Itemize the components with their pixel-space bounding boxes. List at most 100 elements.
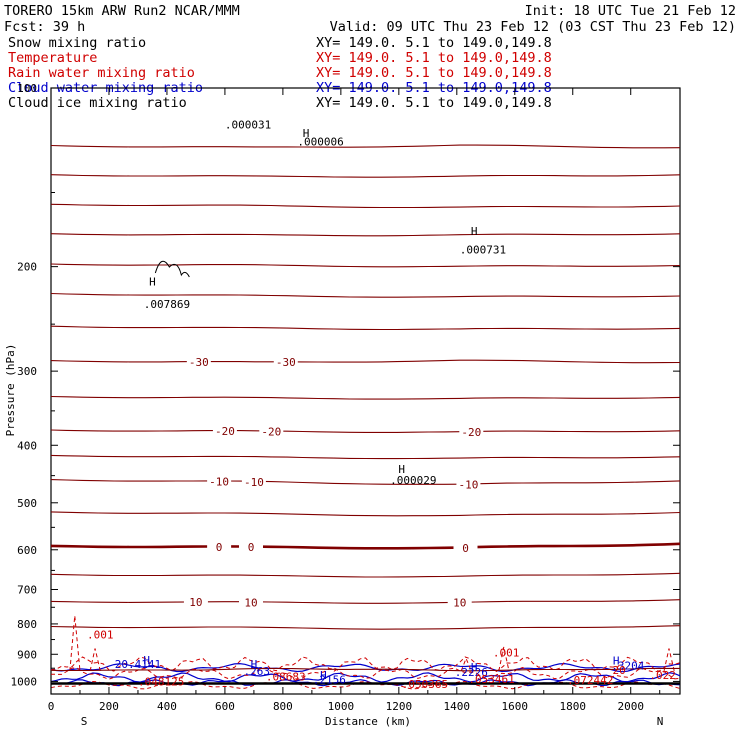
isotherm-label: -30	[276, 356, 296, 369]
isotherm	[50, 511, 681, 517]
isotherm-label: 10	[244, 596, 257, 609]
isotherm-label: 0	[462, 542, 469, 555]
isotherm-label-bg	[259, 425, 284, 437]
contour-annotation: 20.4141	[115, 658, 161, 671]
y-tick-label: 300	[17, 365, 37, 378]
isotherm-label: -10	[209, 475, 229, 488]
cloud-water-contour	[50, 672, 681, 683]
contour-annotation: H	[320, 669, 327, 682]
contour-annotation: .3204	[611, 660, 644, 673]
isotherm	[50, 325, 681, 331]
isotherm-labelled	[50, 429, 681, 433]
x-axis-label: Distance (km)	[325, 715, 411, 728]
contour-annotation: .022	[649, 669, 676, 682]
contour-annotation: .2156	[313, 673, 346, 686]
y-axis-label: Pressure (hPa)	[4, 344, 17, 437]
isotherm-label-bg	[183, 596, 208, 608]
x-tick-label: 600	[215, 700, 235, 713]
contour-annotation: .001	[493, 646, 520, 659]
rain-contour	[460, 657, 472, 672]
isotherm	[50, 572, 681, 578]
y-tick-label: 1000	[11, 675, 38, 688]
contour-annotation: H	[471, 661, 478, 674]
isotherm-label-bg	[456, 478, 481, 490]
x-tick-label: 1800	[560, 700, 587, 713]
contour-annotation: .08683	[266, 671, 306, 684]
endpoint-right: N	[657, 715, 664, 728]
contour-annotation: H	[149, 275, 156, 288]
contour-annotation: .048125	[138, 675, 184, 688]
field-name: Cloud ice mixing ratio	[8, 95, 187, 111]
rain-contour	[51, 667, 681, 680]
isotherm-label-bg	[186, 355, 211, 367]
field-legend: Snow mixing ratio XY= 149.0. 5.1 to 149.0…	[8, 35, 552, 111]
header-model: TORERO 15km ARW Run2 NCAR/MMM	[4, 3, 240, 19]
plot-frame	[50, 87, 681, 695]
contour-annotation: .001	[87, 628, 114, 641]
isotherm-label-bg	[239, 596, 264, 608]
x-tick-label: 1400	[444, 700, 471, 713]
isotherm-label-bg	[453, 541, 478, 553]
rain-contour	[89, 648, 101, 672]
field-range: XY= 149.0. 5.1 to 149.0,149.8	[316, 65, 552, 81]
isotherm-label-bg	[207, 475, 232, 487]
contour-annotation: .263	[244, 665, 271, 678]
low-level-mixing-ratio-contours	[50, 260, 681, 690]
isotherm-label-bg	[447, 596, 472, 608]
isotherm	[50, 667, 680, 672]
x-tick-label: 800	[273, 700, 293, 713]
isotherm-label: -30	[189, 356, 209, 369]
y-tick-label: 700	[17, 584, 37, 597]
isotherm	[50, 203, 681, 209]
field-range: XY= 149.0. 5.1 to 149.0,149.8	[316, 35, 552, 51]
isotherm	[50, 144, 681, 149]
y-tick-label: 800	[17, 618, 37, 631]
isotherm-label: 10	[453, 597, 466, 610]
rain-contour	[663, 648, 675, 672]
contour-annotation: .072442	[567, 674, 613, 687]
isotherm	[50, 625, 681, 630]
isotherm-label-bg	[241, 475, 266, 487]
y-tick-label: 100	[17, 82, 37, 95]
contour-annotation: H	[613, 655, 620, 668]
y-tick-label: 400	[17, 439, 37, 452]
isotherm-label: -20	[461, 426, 481, 439]
contour-annotation: H	[303, 127, 310, 140]
field-name: Rain water mixing ratio	[8, 65, 195, 81]
isotherm-labelled	[50, 542, 681, 550]
isotherm-label-bg	[273, 356, 298, 368]
contour-annotation: .2226	[455, 666, 488, 679]
cloud-water-contour	[50, 679, 681, 687]
isotherm-labelled	[50, 359, 681, 364]
field-range: XY= 149.0. 5.1 to 149.0,149.8	[316, 50, 552, 66]
isotherm-label-bg	[239, 541, 264, 553]
contour-annotations: .000031H.000006H.000731H.007869H.000029.…	[87, 118, 676, 690]
isotherm-label-bg	[212, 425, 237, 437]
isotherm-label-bg	[459, 425, 484, 437]
isotherm-label: -10	[458, 478, 478, 491]
x-tick-label: 0	[48, 700, 55, 713]
field-name: Temperature	[8, 50, 97, 66]
header-valid: Valid: 09 UTC Thu 23 Feb 12 (03 CST Thu …	[330, 19, 736, 35]
isotherm	[50, 174, 681, 178]
endpoint-left: S	[81, 715, 88, 728]
contour-annotation: .000006	[297, 136, 343, 149]
contour-annotation: .050365	[402, 678, 448, 691]
contour-annotation: H	[471, 225, 478, 238]
x-tick-label: 1200	[386, 700, 413, 713]
x-tick-label: 1000	[328, 700, 355, 713]
field-range: XY= 149.0. 5.1 to 149.0,149.8	[316, 95, 552, 111]
y-tick-label: 900	[17, 648, 37, 661]
isotherm-label-bg	[207, 540, 232, 552]
contour-annotation: .000031	[225, 118, 271, 131]
rain-contour	[498, 646, 510, 672]
isotherm	[50, 233, 681, 237]
isotherm-label: 0	[216, 541, 223, 554]
header-init: Init: 18 UTC Tue 21 Feb 12	[525, 3, 736, 19]
field-name: Snow mixing ratio	[8, 35, 146, 51]
snow-contour	[154, 260, 190, 278]
isotherm	[50, 292, 681, 298]
isotherm	[50, 263, 681, 268]
